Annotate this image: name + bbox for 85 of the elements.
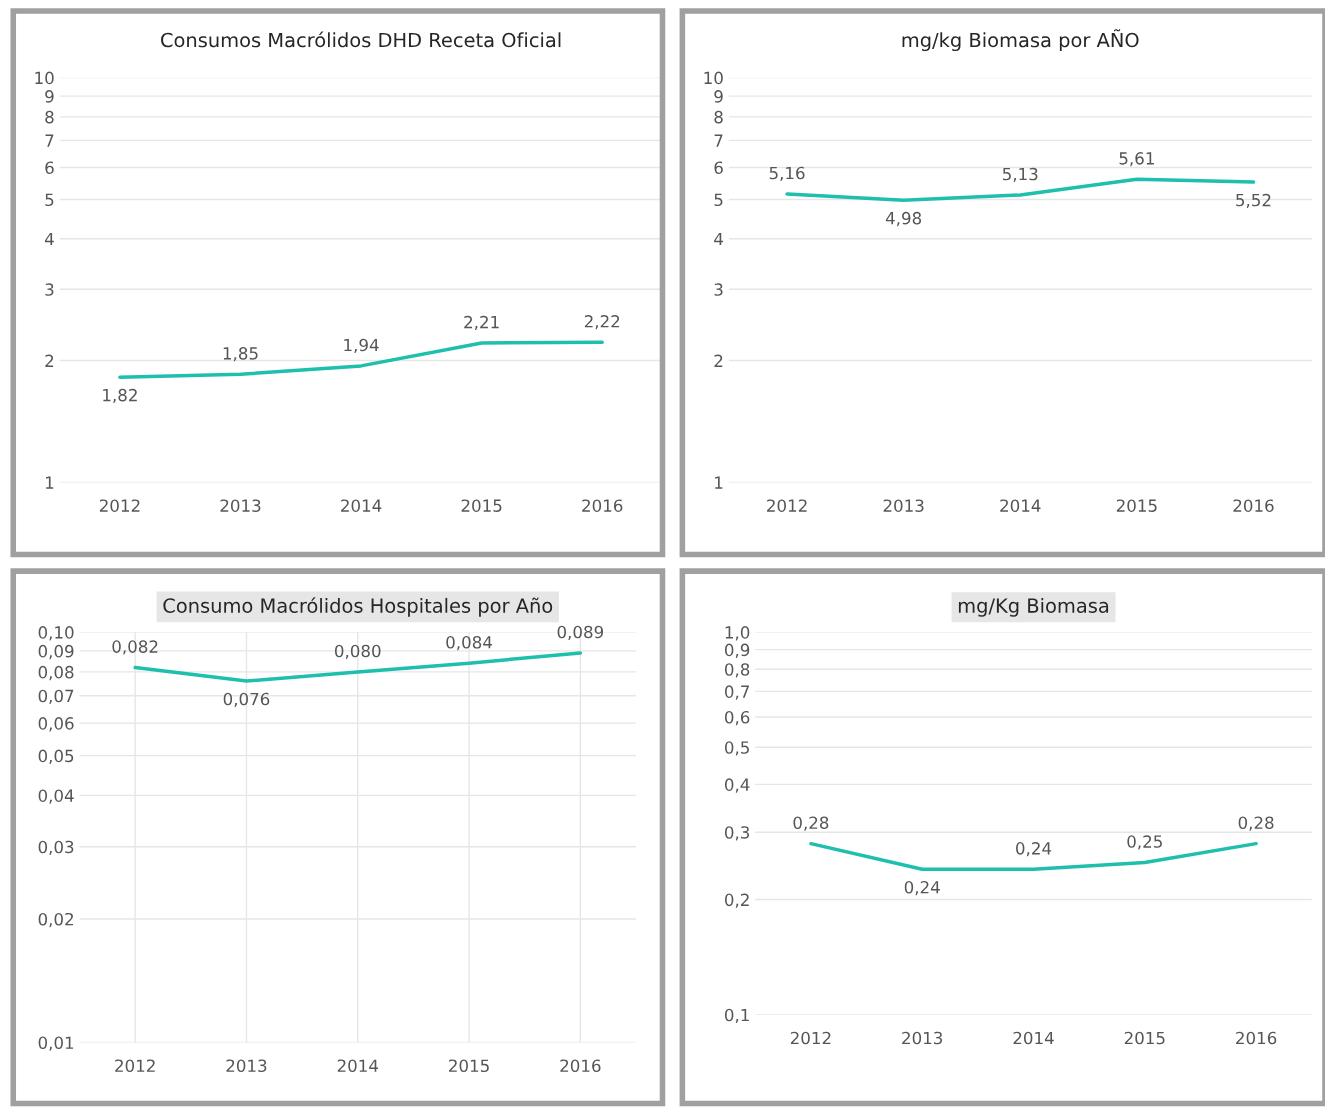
y-tick-label: 8 [45, 110, 54, 124]
y-tick-label: 0,1 [724, 1008, 749, 1023]
y-tick-label: 5 [45, 193, 54, 207]
y-tick-label: 1 [45, 476, 54, 489]
y-tick-label: 2 [45, 354, 54, 367]
data-label: 0,24 [904, 880, 940, 896]
x-tick-label: 2013 [220, 499, 261, 512]
x-tick-label: 2014 [337, 1059, 379, 1073]
x-tick-label: 2014 [1013, 1031, 1054, 1045]
data-label: 5,52 [1236, 193, 1271, 209]
data-label: 1,82 [103, 388, 137, 404]
data-label: 4,98 [885, 211, 922, 227]
y-tick-label: 2 [714, 354, 723, 367]
y-tick-label: 7 [714, 134, 723, 147]
y-tick-label: 1 [715, 476, 723, 489]
x-tick-label: 2015 [1116, 499, 1157, 512]
y-tick-label: 0,03 [38, 840, 74, 855]
y-tick-label: 0,06 [38, 717, 74, 732]
y-tick-label: 0,01 [38, 1036, 74, 1051]
y-tick-label: 4 [44, 232, 54, 246]
x-tick-label: 2014 [1000, 499, 1041, 512]
x-tick-label: 2012 [115, 1059, 155, 1073]
x-tick-label: 2013 [226, 1059, 267, 1073]
y-tick-label: 10 [35, 71, 54, 85]
data-label: 5,16 [769, 166, 805, 182]
x-tick-label: 2016 [582, 499, 623, 512]
x-tick-label: 2015 [1124, 1031, 1165, 1045]
y-tick-label: 0,09 [38, 644, 74, 660]
y-tick-label: 0,9 [724, 643, 750, 658]
y-tick-label: 8 [714, 110, 723, 124]
chart-title: Consumos Macrólidos DHD Receta Oficial [161, 31, 561, 48]
y-tick-label: 0,08 [38, 665, 74, 681]
y-tick-label: 10 [704, 71, 723, 85]
data-label: 0,080 [334, 644, 381, 659]
y-tick-label: 0,6 [724, 710, 750, 726]
data-label: 0,28 [1238, 816, 1274, 831]
data-label: 5,13 [1002, 167, 1038, 183]
y-tick-label: 0,2 [724, 893, 749, 908]
data-label: 0,082 [112, 640, 158, 655]
chart-title: mg/kg Biomasa por AÑO [902, 29, 1139, 52]
y-tick-label: 0,05 [38, 749, 74, 764]
x-tick-label: 2013 [902, 1031, 943, 1045]
y-tick-label: 0,07 [38, 689, 74, 704]
y-tick-label: 9 [714, 90, 723, 103]
y-tick-label: 5 [714, 193, 723, 207]
y-tick-label: 6 [714, 161, 723, 174]
data-label: 0,084 [446, 635, 492, 651]
x-tick-label: 2016 [560, 1059, 601, 1073]
data-label: 5,61 [1119, 152, 1154, 167]
data-label: 0,24 [1016, 842, 1052, 857]
y-tick-label: 0,3 [724, 826, 750, 841]
y-tick-label: 1,0 [725, 626, 750, 641]
y-tick-label: 0,7 [724, 685, 749, 700]
data-label: 2,21 [464, 315, 499, 331]
y-tick-label: 6 [45, 161, 54, 174]
data-label: 0,089 [557, 625, 604, 640]
data-label: 0,28 [793, 816, 829, 831]
data-label: 1,94 [344, 338, 379, 354]
y-tick-label: 0,5 [724, 741, 749, 756]
y-tick-label: 9 [45, 90, 54, 103]
data-label: 2,22 [584, 315, 620, 330]
y-tick-label: 0,8 [724, 663, 750, 678]
x-tick-label: 2012 [99, 499, 140, 512]
y-tick-label: 0,04 [38, 789, 74, 804]
line-series [118, 340, 604, 379]
x-tick-label: 2012 [767, 499, 807, 512]
chart-title: mg/Kg Biomasa [958, 597, 1109, 617]
chart-title: Consumo Macrólidos Hospitales por Año [163, 597, 553, 617]
y-tick-label: 0,02 [38, 912, 73, 928]
y-tick-label: 4 [714, 232, 723, 246]
x-tick-label: 2012 [790, 1031, 831, 1045]
x-tick-label: 2016 [1236, 1031, 1277, 1045]
x-tick-label: 2016 [1233, 499, 1274, 512]
y-tick-label: 3 [714, 283, 723, 296]
y-tick-label: 7 [45, 134, 54, 147]
x-tick-label: 2015 [461, 499, 502, 512]
y-tick-label: 3 [45, 283, 54, 296]
y-tick-label: 0,10 [38, 626, 74, 641]
data-label: 0,076 [223, 692, 270, 708]
data-label: 0,25 [1127, 835, 1162, 850]
data-label: 1,85 [223, 347, 258, 362]
x-tick-label: 2015 [449, 1059, 489, 1073]
y-tick-label: 0,4 [724, 778, 750, 793]
x-tick-label: 2014 [341, 499, 382, 512]
x-tick-label: 2013 [883, 499, 924, 512]
